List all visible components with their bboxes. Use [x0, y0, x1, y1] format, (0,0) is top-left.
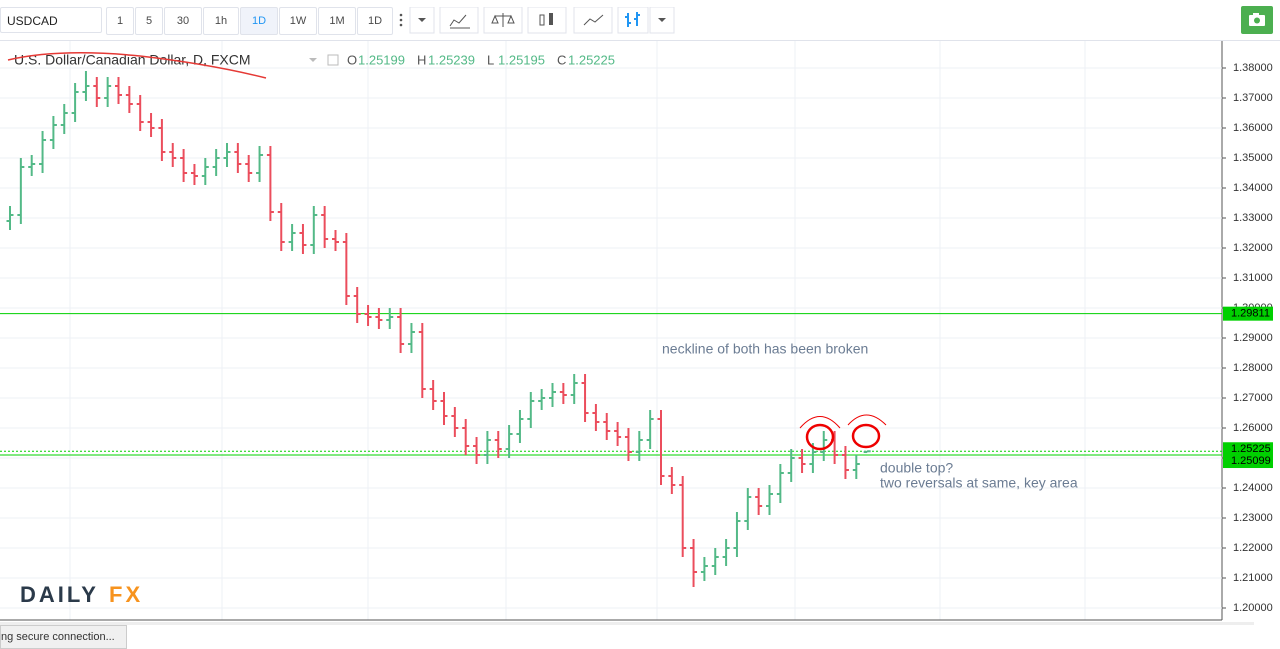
interval-button[interactable]: 1: [106, 7, 134, 35]
ohlc-letter: H: [417, 52, 426, 67]
y-tick-label: 1.31000: [1233, 272, 1273, 284]
interval-button[interactable]: 1M: [318, 7, 356, 35]
logo: FX: [109, 582, 143, 607]
ohlc-value: 1.25199: [358, 52, 405, 67]
y-tick-label: 1.24000: [1233, 482, 1273, 494]
highlight-circle: [851, 423, 881, 449]
caret: [309, 58, 317, 62]
y-tick-label: 1.32000: [1233, 242, 1273, 254]
y-tick-label: 1.29000: [1233, 332, 1273, 344]
bars-button[interactable]: [617, 7, 649, 34]
indicator-button[interactable]: [439, 7, 479, 34]
compare-button[interactable]: [483, 7, 523, 34]
y-tick-label: 1.38000: [1233, 62, 1273, 74]
price-label: 1.29811: [1231, 308, 1270, 320]
interval-button[interactable]: 30: [164, 7, 202, 35]
highlight-circle: [805, 423, 835, 451]
interval-button[interactable]: 5: [135, 7, 163, 35]
symbol-box[interactable]: USDCAD: [0, 7, 102, 33]
interval-button[interactable]: 1D: [357, 7, 393, 35]
candles-button[interactable]: [527, 7, 567, 34]
status-bar: ng secure connection...: [0, 625, 127, 649]
price-label-bg: [1223, 442, 1273, 457]
dot: [399, 18, 403, 22]
price-label-bg: [1223, 306, 1273, 321]
annotation: neckline of both has been broken: [662, 341, 868, 357]
icon: [583, 14, 604, 26]
logo: DAILY: [20, 582, 99, 607]
y-tick-label: 1.21000: [1233, 572, 1273, 584]
arc: [799, 416, 841, 429]
plot-bg: [0, 41, 1222, 620]
y-tick-label: 1.27000: [1233, 392, 1273, 404]
toolbar-icons: [399, 7, 675, 34]
y-tick-label: 1.20000: [1233, 602, 1273, 614]
ohlc-value: 1.25195: [498, 52, 545, 67]
line-button[interactable]: [573, 7, 613, 34]
interval-button[interactable]: 1D: [240, 7, 278, 35]
y-tick-label: 1.33000: [1233, 212, 1273, 224]
ohlc-letter: O: [347, 52, 357, 67]
ohlc-letter: C: [557, 52, 566, 67]
scrollbar: [0, 622, 1254, 625]
y-tick-label: 1.37000: [1233, 92, 1273, 104]
interval-button[interactable]: 1h: [203, 7, 239, 35]
annotation: two reversals at same, key area: [880, 475, 1078, 491]
icon: [491, 13, 515, 27]
ohlc-letter: L: [487, 52, 494, 67]
snapshot-button[interactable]: [1241, 6, 1273, 34]
dropdown[interactable]: [649, 7, 675, 34]
icon: [449, 14, 467, 27]
eye-icon: [327, 54, 339, 66]
y-tick-label: 1.26000: [1233, 422, 1273, 434]
y-tick-label: 1.35000: [1233, 152, 1273, 164]
annotation: double top?: [880, 460, 953, 476]
ohlc-value: 1.25239: [428, 52, 475, 67]
interval-button[interactable]: 1W: [279, 7, 317, 35]
y-tick-label: 1.28000: [1233, 362, 1273, 374]
camera: [1253, 13, 1259, 16]
icon: [539, 14, 545, 26]
y-tick-label: 1.36000: [1233, 122, 1273, 134]
dropdown[interactable]: [409, 7, 435, 34]
ohlc-value: 1.25225: [568, 52, 615, 67]
price-label: 1.25099: [1231, 455, 1271, 467]
lens: [1254, 17, 1260, 24]
caret: [418, 18, 426, 22]
y-tick-label: 1.22000: [1233, 542, 1273, 554]
icon: [549, 13, 553, 25]
icon: [625, 12, 640, 27]
y-tick-label: 1.34000: [1233, 182, 1273, 194]
price-label-bg: [1223, 454, 1273, 469]
dot: [399, 23, 403, 27]
price-label: 1.25225: [1231, 443, 1271, 455]
y-tick-label: 1.23000: [1233, 512, 1273, 524]
chart: 1.20000 1.21000 1.22000 1.23000 1.24000 1.250…: [0, 41, 1273, 625]
caret: [658, 18, 666, 22]
arc: [847, 414, 887, 426]
dot[interactable]: [399, 13, 403, 17]
toolbar: USDCAD 1 5 30 1h 1D 1W 1M 1D: [0, 0, 1280, 41]
strike-annotation: [7, 52, 267, 79]
